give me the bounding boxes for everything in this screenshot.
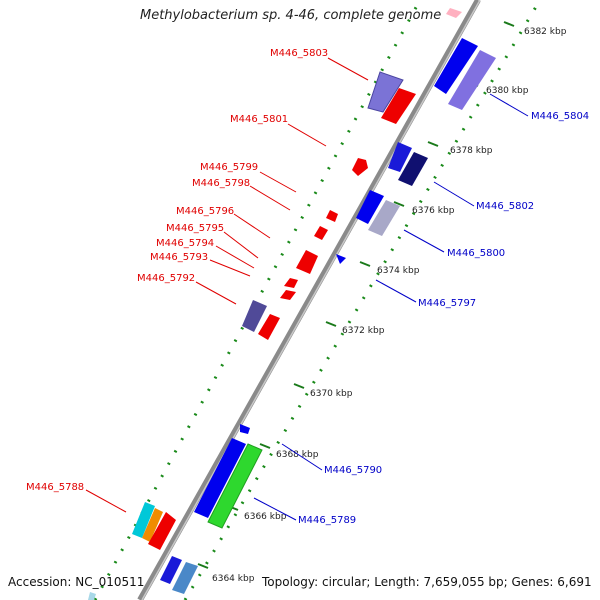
gene-feature [258,314,280,340]
reverse-labels: M446_5804 M446_5802 M446_5800 M446_5797 … [298,111,589,526]
tick-label: 6372 kbp [342,326,385,336]
gene-feature [160,556,182,584]
gene-feature [398,152,428,186]
tick-label: 6380 kbp [486,86,529,96]
gene-feature [448,50,496,110]
gene-feature [280,290,296,300]
tick-label: 6376 kbp [412,206,455,216]
gene-feature [194,438,246,518]
reverse-leaders [253,93,529,521]
forward-genes [132,71,416,550]
gene-feature [336,254,346,264]
accession-text: Accession: NC_010511 [8,575,145,589]
gene-feature [388,142,412,172]
gene-feature [314,226,328,240]
gene-label: M446_5792 [137,273,195,284]
gene-label: M446_5793 [150,252,208,263]
gene-feature [381,88,416,124]
gene-feature [242,300,267,332]
gene-feature [88,592,96,600]
tick-label: 6378 kbp [450,146,493,156]
gene-label: M446_5799 [200,162,258,173]
gene-feature [367,71,404,113]
gene-feature [368,200,400,236]
gene-label: M446_5797 [418,298,476,309]
gene-label: M446_5788 [26,482,84,493]
gene-label: M446_5802 [476,201,534,212]
tick-label: 6374 kbp [377,266,420,276]
gene-feature [240,424,250,434]
tick-label: 6368 kbp [276,450,319,460]
gene-feature [284,278,298,288]
gene-feature [132,502,155,538]
tick-labels: 6364 kbp 6366 kbp 6368 kbp 6370 kbp 6372… [212,27,567,584]
gene-feature [446,8,462,18]
gene-feature [148,512,176,550]
tick-label: 6370 kbp [310,389,353,399]
gene-feature [356,190,384,224]
gene-label: M446_5800 [447,248,505,259]
gene-label: M446_5795 [166,223,224,234]
gene-label: M446_5789 [298,515,356,526]
reverse-genes [160,8,496,594]
gene-label: M446_5798 [192,178,250,189]
gene-label: M446_5803 [270,48,328,59]
gene-label: M446_5796 [176,206,234,217]
tick-marks [197,21,515,569]
gene-feature [296,250,318,274]
gene-feature [352,158,368,176]
gene-feature [207,443,263,529]
gene-label: M446_5790 [324,465,382,476]
map-title: Methylobacterium sp. 4-46, complete geno… [140,8,442,23]
tick-label: 6382 kbp [524,27,567,37]
gene-feature [142,508,163,542]
gene-label: M446_5804 [531,111,589,122]
backbone [137,0,481,600]
gene-feature [326,210,338,222]
forward-labels: M446_5803 M446_5801 M446_5799 M446_5798 … [26,48,328,493]
forward-leaders [85,57,369,513]
topology-text: Topology: circular; Length: 7,659,055 bp… [262,575,592,589]
gene-label: M446_5794 [156,238,214,249]
tick-label: 6364 kbp [212,574,255,584]
tick-label: 6366 kbp [244,512,287,522]
outer-tick-line [93,0,422,600]
gene-feature [434,38,478,94]
gene-label: M446_5801 [230,114,288,125]
gene-feature [172,562,198,594]
